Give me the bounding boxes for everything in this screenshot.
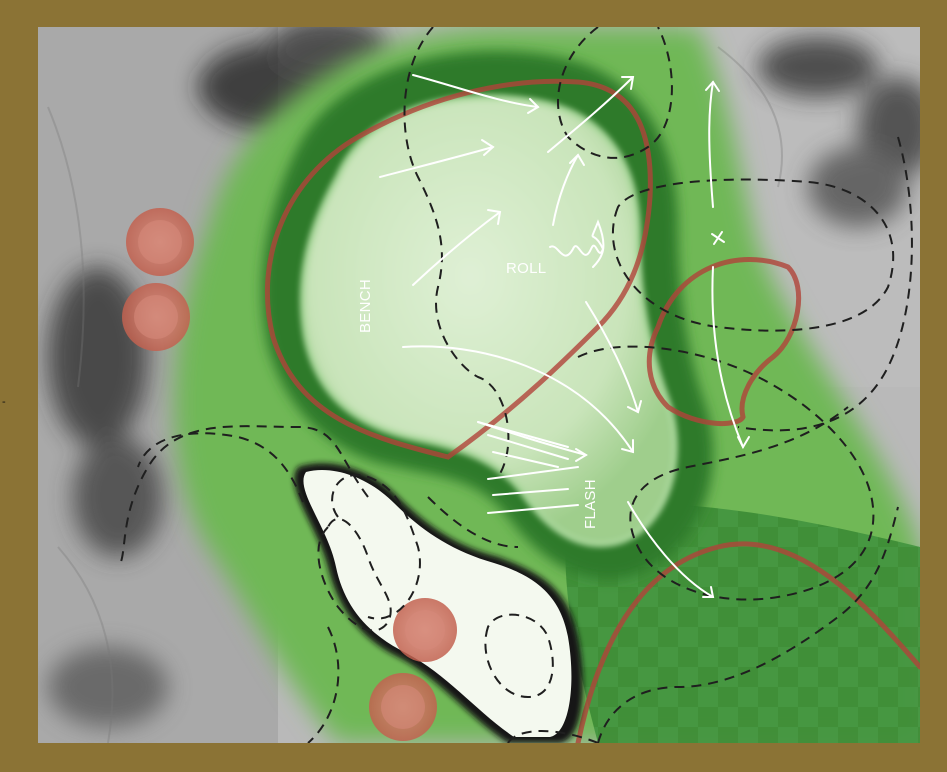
slope-arrow-icon	[549, 219, 605, 268]
contour-lines	[117, 27, 913, 743]
slope-arrow-icon	[402, 345, 634, 454]
map-canvas: BENCH ROLL FLASH	[38, 27, 920, 743]
slope-arrow-icon	[547, 76, 635, 153]
target-mark-icon	[711, 231, 725, 245]
slope-arrow-icon	[705, 80, 720, 208]
golf-green-map: BENCH ROLL FLASH	[38, 27, 920, 743]
roll-label: ROLL	[506, 260, 546, 277]
slope-arrows	[379, 74, 750, 598]
slope-arrow-icon	[412, 74, 540, 114]
slope-arrow-icon	[585, 301, 642, 414]
tree-canopy-icon	[126, 208, 194, 276]
tree-canopy-icon	[369, 673, 437, 741]
tree-canopy-icon	[122, 283, 190, 351]
putting-green	[299, 94, 678, 548]
edge-tick-mark: -	[2, 396, 6, 408]
tree-canopy-icon	[393, 598, 457, 662]
red-boundary-lines	[264, 78, 920, 743]
bench-label: BENCH	[357, 279, 374, 333]
slope-arrow-icon	[412, 209, 502, 286]
slope-arrow-icon	[379, 139, 495, 178]
slope-arrow-icon	[711, 266, 750, 450]
flash-label: FLASH	[582, 479, 599, 529]
flash-hatching	[477, 421, 579, 514]
tree-canopies	[122, 208, 457, 741]
slope-arrow-icon	[627, 501, 715, 598]
slope-arrow-icon	[552, 153, 585, 226]
